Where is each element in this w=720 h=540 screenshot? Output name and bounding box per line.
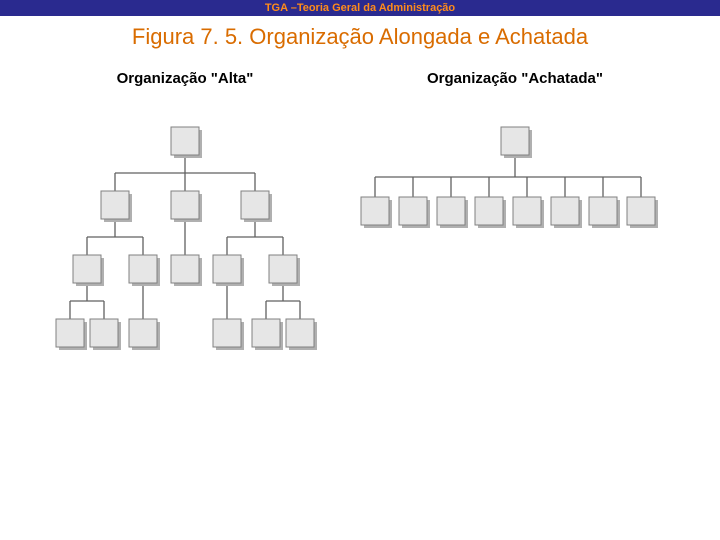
org-node [551,197,579,225]
org-node [171,255,199,283]
org-node [399,197,427,225]
org-node [589,197,617,225]
tall-org-chart [45,117,325,417]
org-node [73,255,101,283]
left-label: Organização "Alta" [45,70,325,87]
org-node [286,319,314,347]
org-node [475,197,503,225]
header-text: TGA –Teoria Geral da Administração [265,2,455,14]
right-column: Organização "Achatada" [355,70,675,297]
org-node [501,127,529,155]
columns: Organização "Alta" Organização "Achatada… [0,70,720,417]
org-node [513,197,541,225]
org-node [361,197,389,225]
org-node [129,255,157,283]
left-column: Organização "Alta" [45,70,325,417]
figure-title: Figura 7. 5. Organização Alongada e Acha… [0,24,720,50]
org-node [90,319,118,347]
header-bar: TGA –Teoria Geral da Administração [0,0,720,16]
org-node [269,255,297,283]
org-node [437,197,465,225]
flat-org-chart [355,117,675,297]
org-node [171,191,199,219]
org-node [252,319,280,347]
figure-title-text: Figura 7. 5. Organização Alongada e Acha… [132,24,588,49]
org-node [101,191,129,219]
org-node [213,319,241,347]
org-node [213,255,241,283]
org-node [627,197,655,225]
right-label: Organização "Achatada" [355,70,675,87]
org-node [56,319,84,347]
org-node [171,127,199,155]
org-node [129,319,157,347]
org-node [241,191,269,219]
